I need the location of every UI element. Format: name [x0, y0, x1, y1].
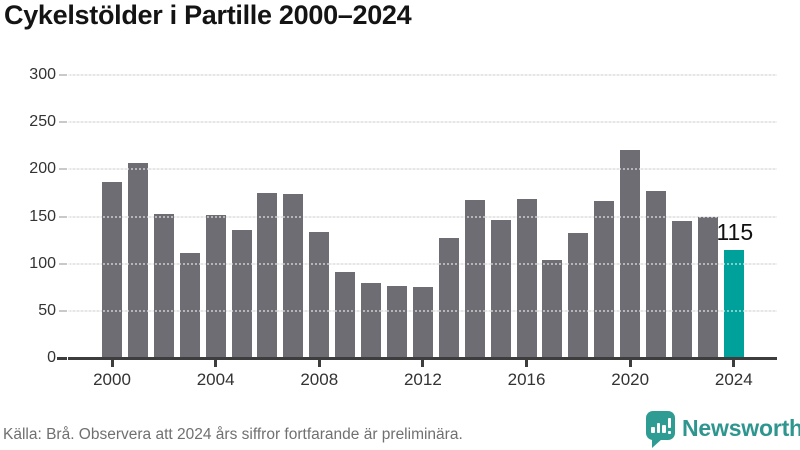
- newsworthy-logo-icon: [646, 411, 675, 440]
- chart-title: Cykelstölder i Partille 2000–2024: [4, 0, 412, 30]
- bar-chart-icon: [656, 423, 660, 433]
- x-tick-2000: [110, 360, 114, 367]
- bar-2005: [231, 229, 252, 358]
- bar-2000: [102, 181, 122, 358]
- y-tick-label-0: 0: [47, 349, 56, 366]
- bar-2016: [516, 198, 537, 358]
- bar-2003: [179, 253, 200, 358]
- y-tick-label-300: 300: [29, 66, 56, 83]
- x-tick-label-2008: 2008: [300, 370, 339, 389]
- x-tick-label-2012: 2012: [403, 370, 442, 389]
- bar-2015: [490, 220, 511, 358]
- bar-2013: [438, 238, 459, 358]
- x-tick-label-2020: 2020: [611, 370, 650, 389]
- x-tick-2012: [421, 360, 425, 367]
- exclamation-dot-icon: [667, 430, 671, 434]
- bar-2024: [723, 249, 744, 358]
- y-tick-200: [59, 168, 67, 171]
- bar-2012: [412, 287, 433, 358]
- y-tick-label-50: 50: [38, 301, 56, 319]
- x-tick-label-2024: 2024: [714, 370, 753, 389]
- gridline-overlay-200: [68, 168, 777, 171]
- bar-2009: [335, 272, 356, 358]
- y-tick-label-150: 150: [29, 207, 56, 225]
- x-tick-2020: [628, 360, 632, 367]
- highlight-value-label: 115: [716, 218, 754, 245]
- newsworthy-logo[interactable]: Newsworthy: [645, 409, 800, 449]
- bar-2010: [361, 282, 382, 358]
- gridline-overlay-250: [68, 121, 777, 124]
- y-tick-label-100: 100: [29, 254, 56, 272]
- y-tick-250: [59, 121, 67, 124]
- gridline-overlay-100: [68, 262, 777, 265]
- y-tick-label-250: 250: [29, 113, 56, 131]
- x-tick-2016: [525, 360, 529, 367]
- x-tick-2024: [732, 360, 736, 367]
- bar-2002: [153, 213, 174, 358]
- bar-2017: [542, 259, 563, 358]
- bar-2022: [671, 221, 692, 358]
- bar-2001: [127, 162, 148, 358]
- speech-bubble-tail: [652, 439, 662, 448]
- y-tick-300: [59, 74, 67, 76]
- source-note: Källa: Brå. Observera att 2024 års siffr…: [3, 426, 463, 443]
- bar-2021: [646, 191, 667, 358]
- bar-2006: [257, 192, 278, 358]
- bar-chart-icon: [651, 427, 655, 433]
- bar-2014: [464, 200, 485, 358]
- x-tick-2008: [317, 360, 321, 367]
- gridline-overlay-150: [68, 215, 777, 218]
- bar-2020: [620, 150, 641, 358]
- x-tick-label-2004: 2004: [196, 370, 235, 389]
- x-tick-label-2016: 2016: [507, 370, 546, 389]
- x-tick-2004: [214, 360, 218, 367]
- bar-2011: [386, 286, 407, 358]
- newsworthy-logo-text: Newsworthy: [682, 415, 800, 441]
- y-tick-100: [59, 262, 67, 265]
- y-tick-label-200: 200: [29, 160, 56, 178]
- bar-2008: [309, 231, 330, 358]
- gridline-overlay-50: [68, 309, 777, 312]
- y-tick-150: [59, 215, 67, 218]
- bar-chart-icon: [662, 425, 666, 433]
- gridline-overlay-300: [68, 74, 777, 76]
- bar-2023: [697, 216, 718, 358]
- x-tick-label-2000: 2000: [93, 370, 131, 389]
- bar-2019: [594, 201, 615, 358]
- x-axis-line: [68, 357, 777, 360]
- bar-2004: [205, 214, 226, 358]
- y-tick-50: [59, 309, 67, 312]
- exclamation-icon: [667, 418, 671, 428]
- bar-2018: [568, 232, 589, 358]
- y-tick-0: [57, 357, 67, 360]
- bar-2007: [283, 193, 304, 358]
